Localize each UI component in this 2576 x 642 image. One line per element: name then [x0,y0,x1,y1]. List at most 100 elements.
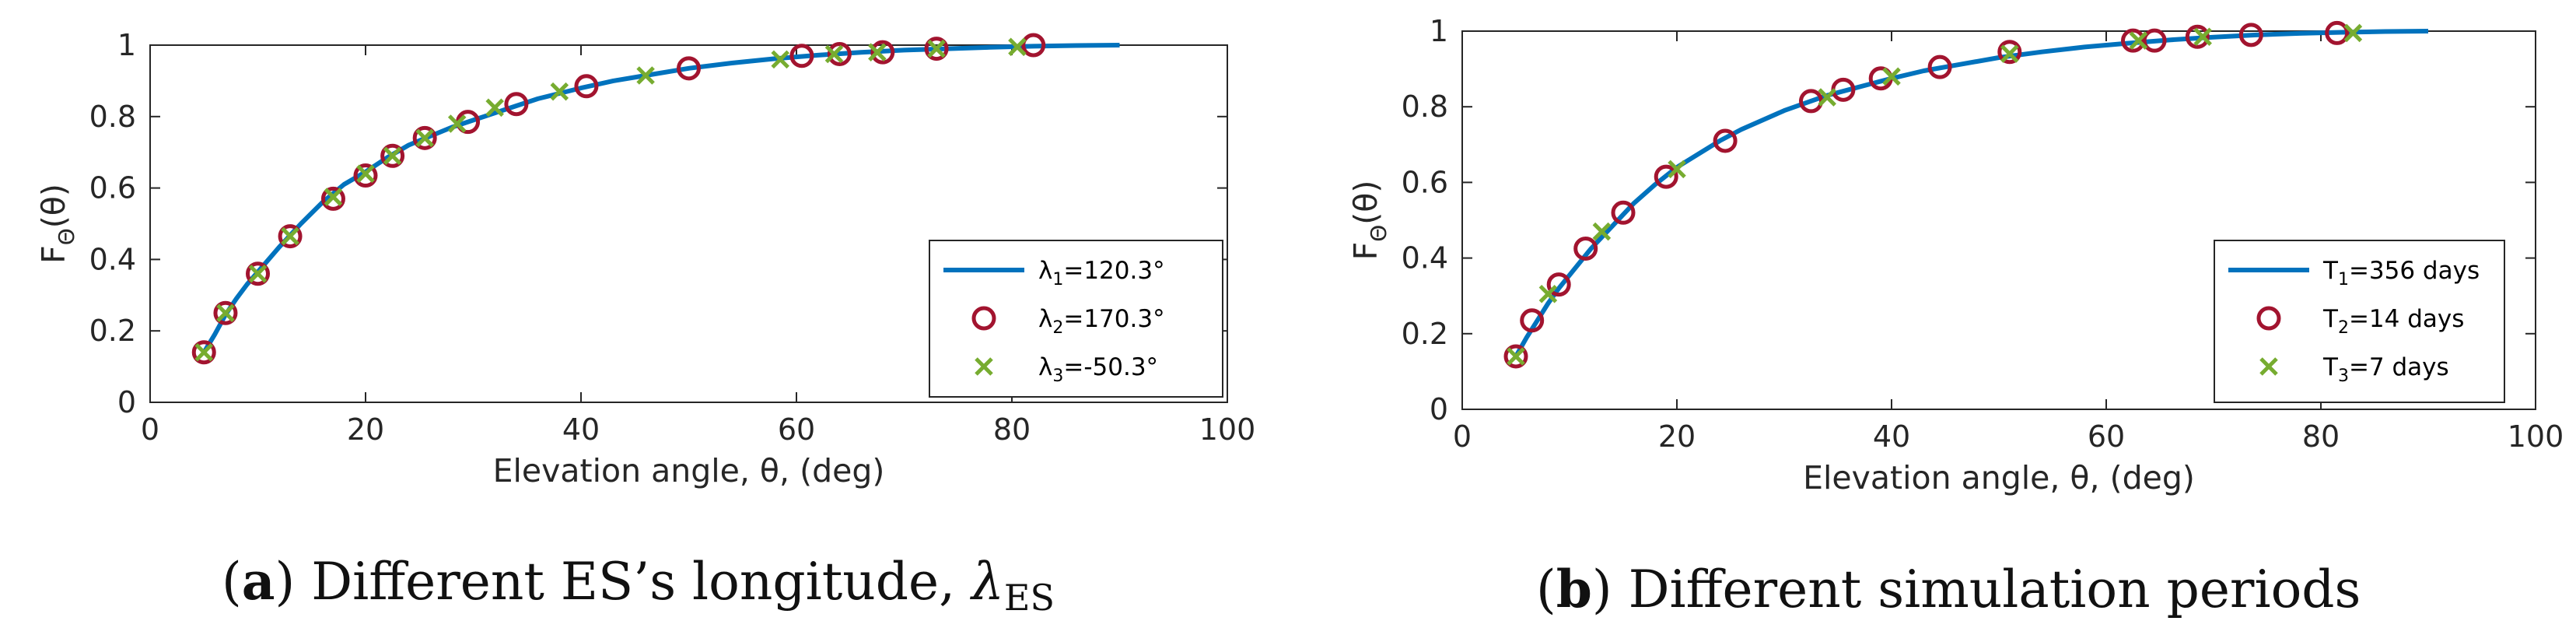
data-point-circle [870,40,895,65]
data-point-cross [636,66,655,85]
data-point-circle [2185,24,2210,49]
legend-label: λ1=120.3° [1038,257,1165,289]
data-point-circle [924,37,949,61]
data-point-circle [191,340,216,365]
data-point-cross [1592,222,1612,241]
data-point-circle [504,92,529,117]
x-tick-label: 40 [562,412,600,447]
data-point-cross [281,226,299,246]
data-point-cross [216,303,235,323]
legend-circle-swatch [971,306,996,331]
data-point-circle [2238,23,2263,47]
y-tick-label: 0.2 [1402,317,1448,351]
y-tick-label: 0.4 [1402,241,1448,275]
legend-label: T3=7 days [2322,353,2449,386]
y-axis-label: FΘ(θ) [1347,181,1391,261]
legend-label: λ2=170.3° [1038,305,1165,338]
data-point-circle [574,74,599,99]
data-point-cross [2193,27,2212,47]
data-point-circle [1520,308,1545,333]
chart-panel-b: 0 20 40 60 80 100 0 0.2 0.4 0.6 0.8 1 Elevation angl… [1347,14,2564,619]
data-point-circle [353,163,378,188]
y-tick-label: 0.6 [1402,165,1448,199]
data-point-circle [1546,272,1571,297]
data-point-cross [2343,23,2363,43]
data-point-circle [320,186,345,211]
x-tick-label: 80 [993,412,1031,447]
x-axis-label: Elevation angle, θ, (deg) [1803,459,2195,496]
y-axis-label: FΘ(θ) [35,184,79,264]
data-point-cross [927,39,946,58]
data-point-circle [1021,33,1046,58]
data-point-circle [1654,164,1678,189]
data-point-cross [356,164,375,184]
legend-label: T1=356 days [2322,257,2480,289]
data-point-cross [1008,37,1027,57]
legend-cross-swatch [975,357,993,376]
data-point-circle [2325,20,2350,45]
series-x [194,37,1027,362]
data-point-cross [824,44,844,64]
legend: λ1=120.3° λ2=170.3° λ3=-50.3° [929,240,1223,398]
data-point-cross [550,82,569,101]
panel-caption: (a) Different ES’s longitude, λES [222,551,1055,619]
legend-cross-swatch [2259,357,2278,376]
data-point-circle [677,56,701,81]
data-point-cross [771,50,789,69]
x-tick-label: 100 [1199,412,1256,447]
x-tick-label: 60 [2088,419,2125,454]
y-tick-label: 0.8 [1402,89,1448,124]
y-tick-label: 0.2 [89,314,136,348]
legend-label: T2=14 days [2322,305,2464,338]
x-tick-label: 20 [1658,419,1696,454]
data-point-cross [1882,67,1901,86]
data-point-cross [1818,88,1836,107]
data-point-cross [485,98,504,118]
x-tick-label: 60 [778,412,815,447]
y-tick-label: 1 [117,28,136,62]
x-axis-label: Elevation angle, θ, (deg) [493,452,885,489]
data-point-cross [248,264,268,283]
y-tick-label: 0 [1430,392,1448,426]
y-tick-label: 0.8 [89,100,136,134]
x-tick-label: 0 [1453,419,1472,454]
chart-panel-a: 0 20 40 60 80 100 0 0.2 0.4 0.6 0.8 1 Elevation angl… [35,28,1255,619]
data-point-circle [2142,28,2167,53]
y-tick-label: 0.6 [89,171,136,205]
series-x [1507,23,2363,366]
data-point-cross [447,114,467,133]
series-circle [191,33,1046,365]
y-tick-label: 0 [117,385,136,419]
panel-caption: (b) Different simulation periods [1536,559,2361,619]
data-point-circle [1573,236,1598,261]
x-tick-label: 20 [347,412,384,447]
data-point-circle [213,300,238,325]
data-point-circle [789,44,814,68]
series-line [1514,29,2429,358]
series-line [1514,29,2429,358]
data-point-cross [383,146,402,166]
data-point-cross [194,342,214,362]
data-point-cross [1507,347,1525,366]
y-tick-label: 1 [1430,14,1448,48]
y-tick-label: 0.4 [89,242,136,276]
x-tick-label: 80 [2302,419,2340,454]
data-point-cross [868,43,887,61]
data-point-circle [246,261,270,286]
data-point-cross [324,188,343,206]
data-point-circle [412,125,437,150]
data-point-cross [1538,285,1558,303]
data-point-cross [1668,160,1686,179]
data-point-circle [380,143,405,168]
data-point-circle [1611,200,1636,225]
data-point-circle [1927,54,1952,79]
x-tick-label: 40 [1873,419,1910,454]
data-point-circle [1713,128,1738,153]
x-tick-label: 100 [2508,419,2564,454]
data-point-circle [1997,40,2022,65]
data-point-circle [827,41,852,66]
data-point-circle [1503,344,1528,369]
legend: T1=356 days T2=14 days T3=7 days [2214,240,2505,403]
x-tick-label: 0 [141,412,159,447]
